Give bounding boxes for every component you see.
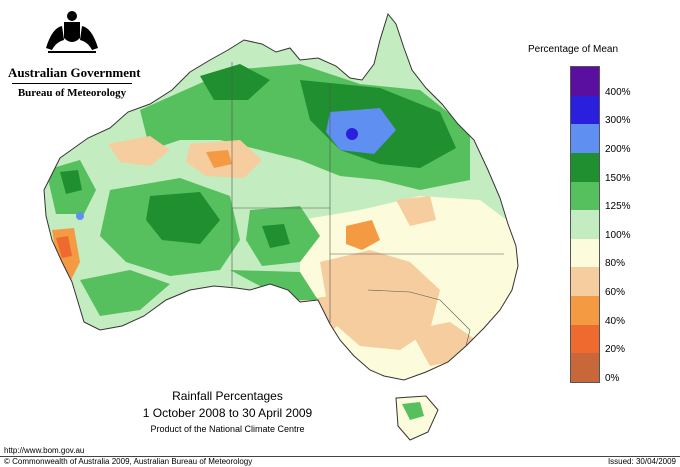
legend-swatch bbox=[571, 353, 599, 382]
region-peak-gulf bbox=[346, 128, 358, 140]
region-dry-tanami-spot bbox=[206, 150, 232, 168]
government-logo: Australian Government Bureau of Meteorol… bbox=[8, 8, 141, 100]
legend-swatch bbox=[571, 324, 599, 354]
legend-swatch bbox=[571, 267, 599, 296]
legend-label: 60% bbox=[605, 287, 626, 299]
legend-label: 150% bbox=[605, 172, 631, 184]
legend-label: 300% bbox=[605, 115, 631, 127]
region-very-wet-west-coast bbox=[60, 170, 82, 194]
map-product-credit: Product of the National Climate Centre bbox=[150, 424, 305, 434]
legend-title: Percentage of Mean bbox=[528, 44, 619, 55]
bureau-name: Bureau of Meteorology bbox=[17, 87, 127, 99]
map-title: Rainfall Percentages bbox=[172, 389, 283, 403]
legend-swatch bbox=[571, 210, 599, 239]
legend-label: 125% bbox=[605, 201, 631, 213]
state-borders bbox=[231, 62, 504, 347]
region-below-pilbara bbox=[108, 136, 170, 166]
legend-label: 200% bbox=[605, 143, 631, 155]
legend-swatch bbox=[571, 181, 599, 211]
legend-swatch bbox=[571, 67, 599, 96]
legend-swatch bbox=[571, 238, 599, 268]
bom-website-link[interactable]: http://www.bom.gov.au bbox=[4, 446, 85, 455]
legend-swatch bbox=[571, 95, 599, 125]
region-very-wet-kimberley bbox=[200, 64, 270, 100]
region-very-dry-southwest bbox=[56, 236, 72, 258]
region-extreme-gulf bbox=[326, 108, 396, 154]
region-dry-qld-spot bbox=[346, 220, 380, 250]
region-very-wet-sa bbox=[262, 224, 290, 248]
legend-label: 0% bbox=[605, 373, 620, 384]
region-extreme-west-spot bbox=[76, 212, 84, 220]
region-normal-qld bbox=[440, 200, 500, 260]
legend-colorbar bbox=[570, 66, 600, 383]
issued-date: Issued: 30/04/2009 bbox=[607, 457, 676, 466]
legend-label: 100% bbox=[605, 229, 631, 241]
legend-swatch bbox=[571, 124, 599, 153]
map-period: 1 October 2008 to 30 April 2009 bbox=[142, 406, 313, 420]
legend-label: 40% bbox=[605, 315, 626, 327]
copyright-notice: © Commonwealth of Australia 2009, Austra… bbox=[4, 457, 253, 466]
legend-label: 20% bbox=[605, 344, 626, 356]
footer-divider bbox=[0, 456, 680, 457]
logo-divider bbox=[12, 83, 132, 84]
legend-label: 80% bbox=[605, 258, 626, 270]
government-name: Australian Government bbox=[8, 65, 141, 80]
region-below-qld bbox=[396, 196, 436, 226]
coat-of-arms-icon bbox=[46, 11, 98, 53]
region-very-wet-central bbox=[146, 192, 220, 244]
legend-label: 400% bbox=[605, 86, 631, 98]
region-wet-tasmania bbox=[402, 402, 424, 420]
legend-swatch bbox=[571, 296, 599, 325]
legend-swatch bbox=[571, 152, 599, 182]
region-wet-south-wa bbox=[80, 270, 170, 316]
region-below-southeast bbox=[320, 250, 440, 350]
